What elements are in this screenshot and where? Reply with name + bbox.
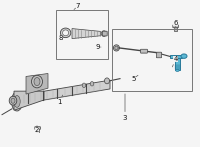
Bar [112, 29, 192, 91]
Bar [36, 129, 39, 132]
FancyBboxPatch shape [35, 127, 40, 129]
FancyBboxPatch shape [156, 52, 162, 58]
Text: 9: 9 [96, 44, 101, 50]
Text: 3: 3 [123, 94, 127, 121]
Ellipse shape [14, 96, 20, 107]
Bar [174, 27, 177, 31]
Polygon shape [72, 29, 100, 39]
Text: 5: 5 [131, 75, 138, 82]
Text: 6: 6 [173, 20, 178, 26]
Ellipse shape [181, 54, 187, 58]
FancyBboxPatch shape [141, 49, 147, 53]
Polygon shape [175, 58, 180, 70]
Ellipse shape [115, 46, 118, 50]
FancyBboxPatch shape [102, 31, 107, 36]
Polygon shape [14, 91, 44, 110]
Text: 2: 2 [35, 126, 39, 133]
Ellipse shape [12, 92, 22, 111]
Ellipse shape [176, 69, 179, 71]
Ellipse shape [90, 82, 94, 86]
Ellipse shape [63, 30, 69, 36]
Polygon shape [170, 55, 182, 58]
Ellipse shape [9, 96, 17, 105]
FancyBboxPatch shape [173, 25, 178, 28]
Ellipse shape [82, 83, 86, 87]
Ellipse shape [11, 98, 15, 103]
Ellipse shape [60, 28, 71, 38]
Text: 1: 1 [57, 95, 63, 105]
Ellipse shape [32, 75, 42, 88]
Polygon shape [26, 74, 48, 94]
Text: 7: 7 [74, 3, 80, 10]
Ellipse shape [113, 45, 119, 51]
Polygon shape [14, 80, 110, 105]
Ellipse shape [101, 31, 107, 36]
Ellipse shape [104, 78, 110, 84]
Bar [56, 10, 108, 59]
Text: 4: 4 [172, 56, 178, 67]
Text: 8: 8 [59, 35, 64, 41]
Ellipse shape [34, 78, 40, 86]
